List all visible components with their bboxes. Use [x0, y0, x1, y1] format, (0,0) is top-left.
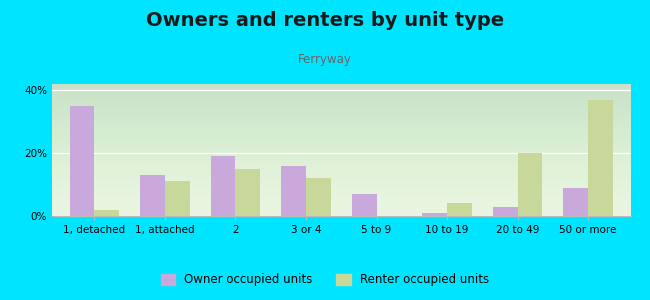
- Bar: [165, 182, 190, 216]
- Bar: [493, 207, 517, 216]
- Bar: [211, 156, 235, 216]
- Bar: [235, 169, 260, 216]
- Bar: [94, 210, 119, 216]
- Bar: [588, 100, 613, 216]
- Bar: [140, 175, 165, 216]
- Bar: [447, 203, 472, 216]
- Bar: [517, 153, 542, 216]
- Bar: [564, 188, 588, 216]
- Legend: Owner occupied units, Renter occupied units: Owner occupied units, Renter occupied un…: [156, 269, 494, 291]
- Bar: [352, 194, 376, 216]
- Text: Owners and renters by unit type: Owners and renters by unit type: [146, 11, 504, 31]
- Bar: [281, 166, 306, 216]
- Bar: [306, 178, 331, 216]
- Bar: [70, 106, 94, 216]
- Text: Ferryway: Ferryway: [298, 53, 352, 67]
- Bar: [422, 213, 447, 216]
